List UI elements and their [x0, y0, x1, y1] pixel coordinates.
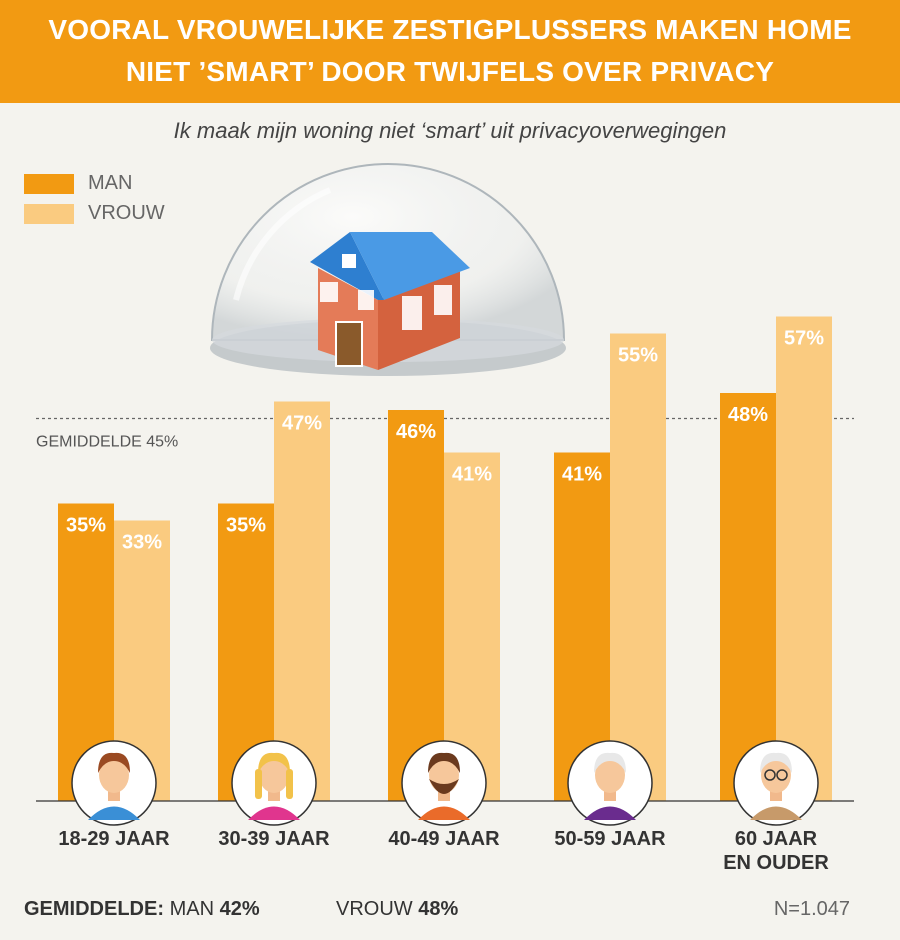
house-under-glass-dome-icon [210, 163, 566, 376]
data-label-vrouw-1: 47% [282, 413, 322, 435]
footer-average: GEMIDDELDE: MAN 42% [24, 898, 260, 921]
header-banner: VOORAL VROUWELIJKE ZESTIGPLUSSERS MAKEN … [0, 0, 900, 103]
legend-item-man: MAN [24, 172, 132, 195]
title-line-2: NIET ’SMART’ DOOR TWIJFELS OVER PRIVACY [125, 56, 775, 87]
bar-chart: GEMIDDELDE 45% 35% 35% 46% 41% 48% 33% 47% 41% 5… [36, 163, 854, 874]
bar-vrouw-1 [274, 401, 330, 801]
data-label-vrouw-3: 55% [618, 345, 658, 367]
data-label-man-2: 46% [396, 421, 436, 443]
older-woman-avatar-icon [567, 740, 653, 826]
bar-vrouw-4 [776, 316, 832, 801]
footer-vrouw-value: 48% [418, 898, 459, 920]
legend-swatch-vrouw [24, 203, 74, 224]
data-label-vrouw-0: 33% [122, 532, 162, 554]
legend-swatch-man [24, 173, 74, 194]
data-label-vrouw-2: 41% [452, 464, 492, 486]
chart-subtitle: Ik maak mijn woning niet ‘smart’ uit pri… [173, 118, 727, 143]
legend-item-vrouw: VROUW [24, 202, 165, 225]
title-line-1: VOORAL VROUWELIJKE ZESTIGPLUSSERS MAKEN … [48, 14, 852, 45]
young-woman-avatar-icon [231, 740, 317, 826]
data-label-man-4: 48% [728, 404, 768, 426]
category-label-4: EN OUDER [723, 852, 829, 874]
legend-label-vrouw: VROUW [88, 202, 165, 224]
young-man-avatar-icon [71, 740, 157, 826]
footer-label: GEMIDDELDE: [24, 898, 164, 920]
legend-label-man: MAN [88, 172, 133, 194]
category-label-2: 40-49 JAAR [388, 828, 500, 850]
bar-man-2 [388, 410, 444, 801]
category-label-3: 50-59 JAAR [554, 828, 666, 850]
average-reference-label: GEMIDDELDE 45% [36, 434, 178, 451]
bar-vrouw-3 [610, 333, 666, 801]
bar-man-4 [720, 393, 776, 801]
footer-vrouw: VROUW 48% [336, 898, 458, 921]
sample-size-label: N=1.047 [773, 898, 850, 920]
footer-man-value: 42% [219, 898, 260, 920]
data-label-man-3: 41% [562, 464, 602, 486]
data-label-vrouw-4: 57% [784, 328, 824, 350]
category-label-1: 30-39 JAAR [218, 828, 330, 850]
data-label-man-1: 35% [226, 515, 266, 537]
footer-man-label: MAN [169, 898, 215, 920]
footer-vrouw-label: VROUW [336, 898, 413, 920]
elderly-man-avatar-icon [733, 740, 819, 826]
bearded-man-avatar-icon [401, 740, 487, 826]
data-label-man-0: 35% [66, 515, 106, 537]
category-label-4: 60 JAAR [735, 828, 818, 850]
category-label-0: 18-29 JAAR [58, 828, 170, 850]
